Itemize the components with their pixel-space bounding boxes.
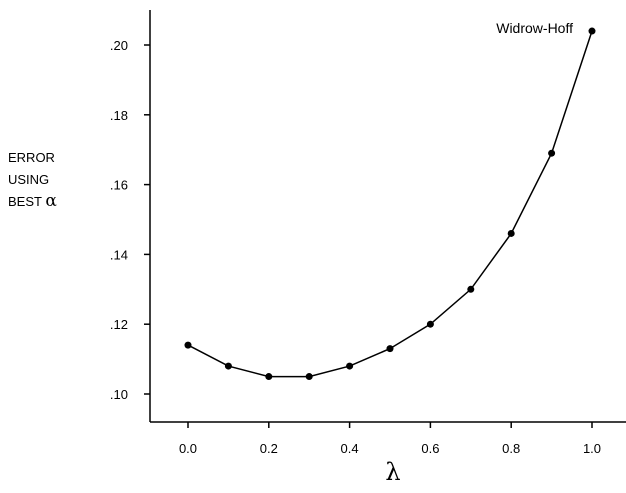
y-tick-label: .18 xyxy=(110,108,128,123)
widrow-hoff-annotation: Widrow-Hoff xyxy=(496,20,573,36)
data-point xyxy=(184,341,192,349)
data-point xyxy=(507,229,515,237)
x-tick-label: 0.2 xyxy=(260,441,278,456)
x-tick-label: 1.0 xyxy=(583,441,601,456)
y-tick-label: .12 xyxy=(110,317,128,332)
x-ticks: 0.0 0.2 0.4 0.6 0.8 1.0 xyxy=(179,422,601,456)
y-tick-label: .16 xyxy=(110,178,128,193)
x-axis-label: λ xyxy=(385,458,400,486)
data-point xyxy=(346,362,354,370)
data-point xyxy=(588,27,596,35)
data-point xyxy=(224,362,232,370)
data-point xyxy=(305,373,313,381)
y-axis-label: ERROR USING BEST α xyxy=(8,150,57,211)
series-line xyxy=(187,30,593,378)
data-point xyxy=(426,320,434,328)
x-tick-label: 0.6 xyxy=(421,441,439,456)
data-point xyxy=(265,373,273,381)
x-tick-label: 0.8 xyxy=(502,441,520,456)
data-point xyxy=(386,345,394,353)
y-tick-label: .14 xyxy=(110,247,128,262)
y-axis-label-line-1: ERROR xyxy=(8,150,55,165)
data-point xyxy=(548,149,556,157)
y-axis-label-line-3: BEST α xyxy=(8,191,57,211)
x-tick-label: 0.0 xyxy=(179,441,197,456)
data-point xyxy=(467,285,475,293)
series-layer xyxy=(184,27,596,381)
y-ticks: .10 .12 .14 .16 .18 .20 xyxy=(110,38,150,402)
y-axis-label-line-2: USING xyxy=(8,172,49,187)
axes xyxy=(149,10,626,423)
x-tick-label: 0.4 xyxy=(341,441,359,456)
y-tick-label: .20 xyxy=(110,38,128,53)
y-tick-label: .10 xyxy=(110,387,128,402)
